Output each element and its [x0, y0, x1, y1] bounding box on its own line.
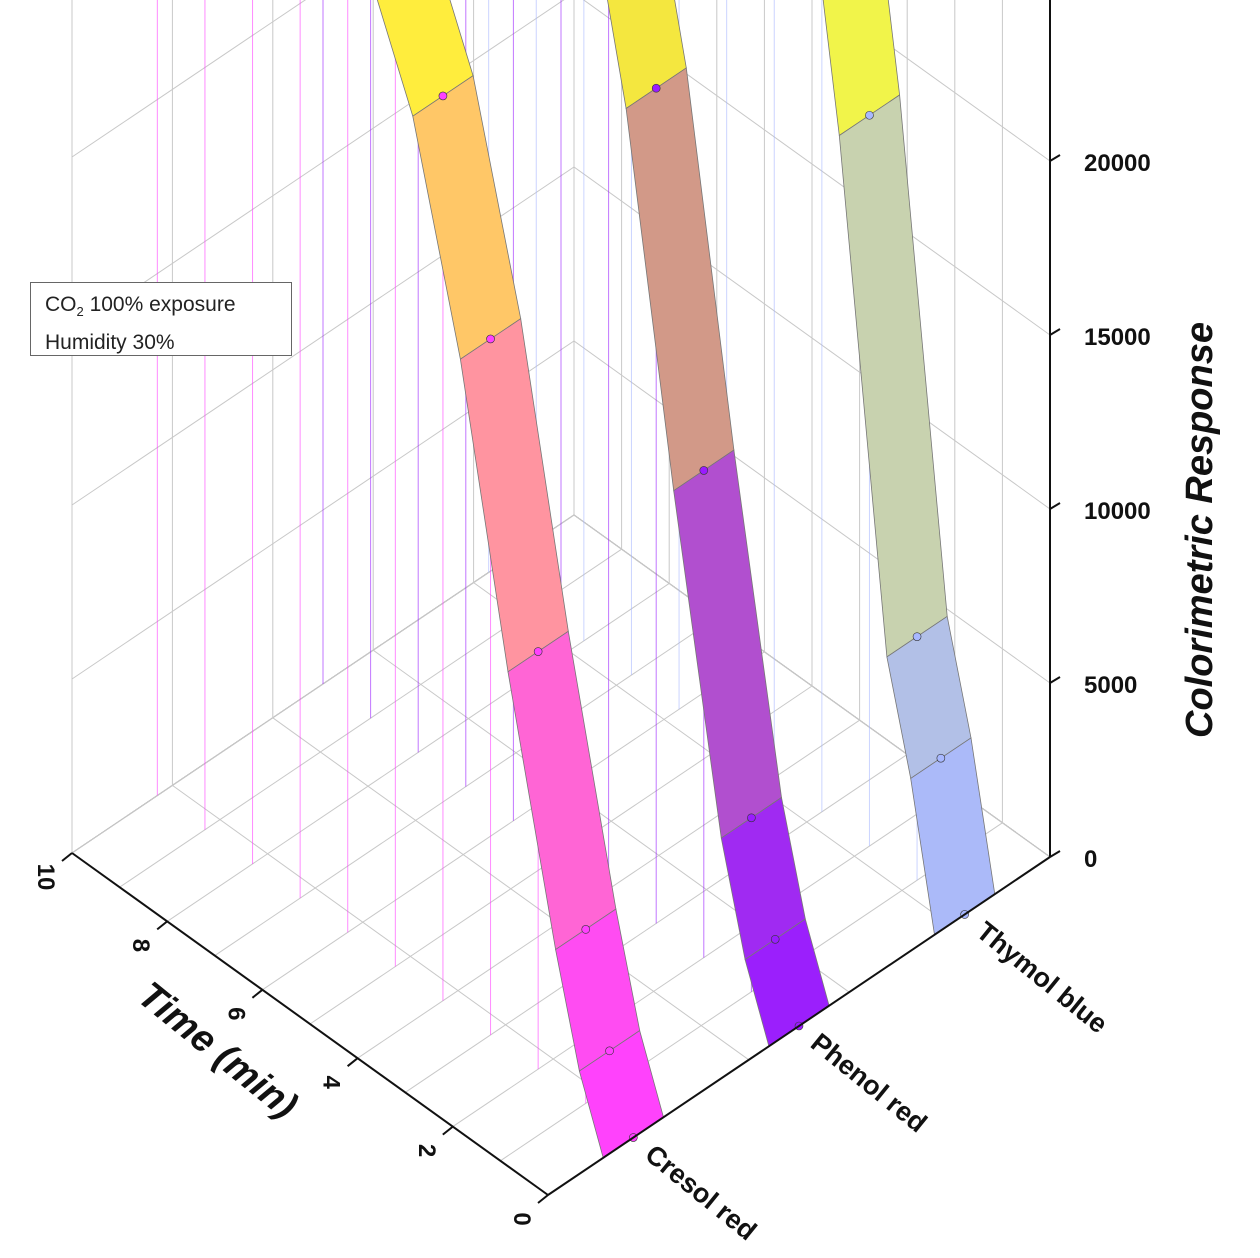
time-tick-label: 6 — [222, 1007, 249, 1020]
z-tick — [1049, 850, 1061, 858]
ribbon-cresol-red — [156, 0, 664, 1159]
data-point — [438, 91, 448, 101]
data-point — [865, 110, 874, 120]
z-tick-label: 5000 — [1084, 672, 1137, 699]
ribbon-thymol-blue — [488, 0, 996, 936]
data-point — [533, 647, 543, 656]
z-axis-title: Colorimetric Response — [1179, 322, 1221, 738]
category-label: Thymol blue — [971, 916, 1113, 1039]
time-tick — [251, 989, 264, 999]
chart-frame — [61, 0, 1061, 1204]
z-tick — [1049, 154, 1061, 162]
z-tick-label: 10000 — [1084, 498, 1151, 525]
data-point — [486, 334, 495, 344]
data-point — [581, 925, 591, 934]
data-point — [605, 1046, 614, 1056]
grid-line-cat-floor — [172, 784, 649, 1128]
grid-line-time-floor — [500, 822, 1003, 1162]
category-label: Phenol red — [805, 1027, 932, 1138]
time-tick-label: 8 — [127, 939, 154, 952]
time-tick-label: 4 — [318, 1076, 345, 1090]
time-tick — [442, 1125, 454, 1136]
data-point — [770, 934, 780, 944]
time-tick — [346, 1057, 359, 1067]
z-tick — [1049, 328, 1061, 336]
data-point — [912, 632, 922, 641]
time-tick-label: 10 — [32, 864, 59, 891]
z-tick-label: 20000 — [1084, 150, 1151, 177]
data-point — [936, 753, 946, 763]
time-tick-label: 2 — [413, 1144, 440, 1157]
category-label: Cresol red — [640, 1139, 763, 1246]
time-axis-line — [71, 852, 549, 1196]
z-tick — [1049, 676, 1061, 684]
annotation-box: CO2 100% exposure Humidity 30% — [30, 282, 292, 356]
time-tick — [537, 1194, 549, 1204]
z-tick-label: 0 — [1084, 846, 1097, 873]
chart-ribbons — [156, 0, 996, 1159]
z-tick — [1049, 502, 1061, 510]
annotation-line-2: Humidity 30% — [45, 331, 175, 355]
annotation-line-1: CO2 100% exposure — [45, 293, 236, 320]
data-point — [747, 813, 756, 823]
z-tick-label: 25000 — [1084, 0, 1151, 3]
time-tick-label: 0 — [508, 1212, 535, 1225]
ribbon-phenol-red — [322, 0, 830, 1047]
data-point — [699, 466, 709, 475]
grid-line-cat-floor — [272, 717, 750, 1061]
data-point — [651, 83, 661, 93]
category-axis-line — [547, 856, 1051, 1196]
time-tick — [61, 852, 73, 862]
z-tick-label: 15000 — [1084, 324, 1151, 351]
time-tick — [156, 920, 168, 931]
